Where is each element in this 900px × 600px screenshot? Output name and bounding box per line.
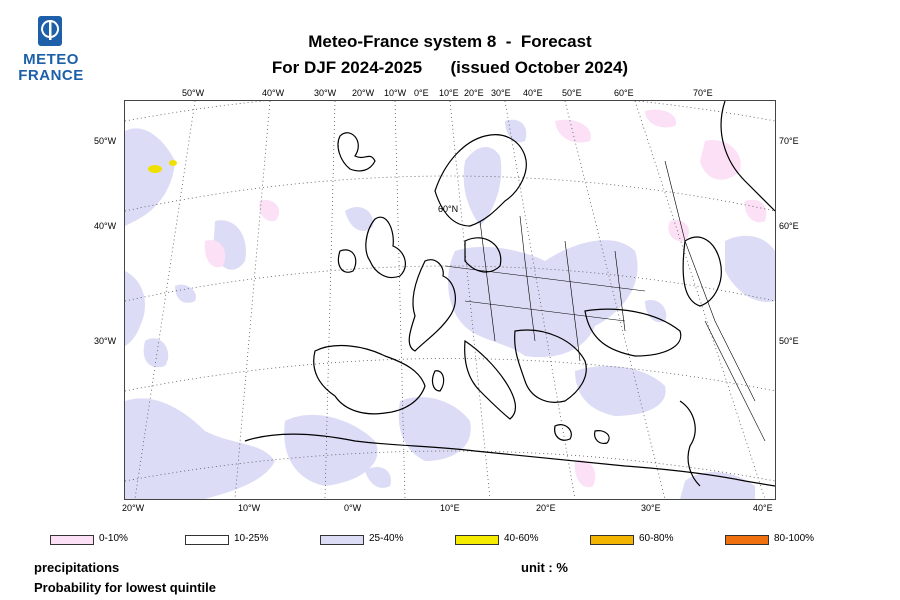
left-tick-label: 50°W — [94, 136, 117, 146]
meteo-france-logo: METEO FRANCE — [18, 16, 84, 86]
top-tick-label: 40°W — [262, 88, 285, 98]
variable-label: precipitations — [34, 560, 120, 575]
legend-label: 80-100% — [774, 533, 815, 544]
chart-title: Meteo-France system 8 - Forecast — [308, 32, 592, 51]
probability-25-40-areas — [125, 119, 775, 499]
meteo-france-emblem-icon — [38, 16, 62, 46]
right-tick-label: 60°E — [779, 221, 799, 231]
bottom-tick-label: 0°W — [344, 503, 362, 513]
probability-40-60-areas — [148, 160, 177, 173]
bottom-tick-label: 10°W — [238, 503, 261, 513]
legend-label: 10-25% — [234, 533, 269, 544]
legend-swatch-80-100 — [725, 535, 769, 545]
right-tick-label: 70°E — [779, 136, 799, 146]
bottom-tick-label: 20°E — [536, 503, 556, 513]
bottom-tick-label: 30°E — [641, 503, 661, 513]
top-tick-label: 30°E — [491, 88, 511, 98]
legend-swatch-0-10 — [50, 535, 94, 545]
bottom-tick-label: 40°E — [753, 503, 773, 513]
probability-0-10-areas — [204, 109, 767, 488]
legend-swatch-25-40 — [320, 535, 364, 545]
probability-map: 60°N — [124, 100, 776, 500]
legend-swatch-10-25 — [185, 535, 229, 545]
country-borders — [444, 160, 766, 442]
top-tick-label: 40°E — [523, 88, 543, 98]
legend-swatch-40-60 — [455, 535, 499, 545]
bottom-tick-label: 10°E — [440, 503, 460, 513]
top-tick-label: 70°E — [693, 88, 713, 98]
top-tick-label: 0°E — [414, 88, 429, 98]
legend-label: 40-60% — [504, 533, 539, 544]
left-tick-label: 40°W — [94, 221, 117, 231]
top-tick-label: 30°W — [314, 88, 337, 98]
logo-text-meteo: METEO — [23, 51, 79, 68]
description-label: Probability for lowest quintile — [34, 580, 217, 595]
left-tick-label: 30°W — [94, 336, 117, 346]
legend-label: 60-80% — [639, 533, 674, 544]
top-tick-label: 60°E — [614, 88, 634, 98]
legend-swatch-60-80 — [590, 535, 634, 545]
map-inner-lat-label: 60°N — [438, 204, 458, 214]
top-tick-label: 20°E — [464, 88, 484, 98]
top-tick-label: 10°E — [439, 88, 459, 98]
logo-text-france: FRANCE — [18, 67, 84, 84]
top-tick-label: 50°E — [562, 88, 582, 98]
bottom-tick-label: 20°W — [122, 503, 145, 513]
top-tick-label: 10°W — [384, 88, 407, 98]
top-tick-label: 20°W — [352, 88, 375, 98]
right-tick-label: 50°E — [779, 336, 799, 346]
legend-label: 0-10% — [99, 533, 128, 544]
legend: 0-10% 10-25% 25-40% 40-60% 60-80% 80-100… — [0, 533, 900, 547]
map-canvas: 60°N — [125, 101, 775, 499]
unit-label: unit : % — [521, 560, 568, 575]
graticule — [125, 101, 775, 499]
legend-label: 25-40% — [369, 533, 404, 544]
top-tick-label: 50°W — [182, 88, 205, 98]
chart-subtitle: For DJF 2024-2025 (issued October 2024) — [271, 58, 629, 77]
